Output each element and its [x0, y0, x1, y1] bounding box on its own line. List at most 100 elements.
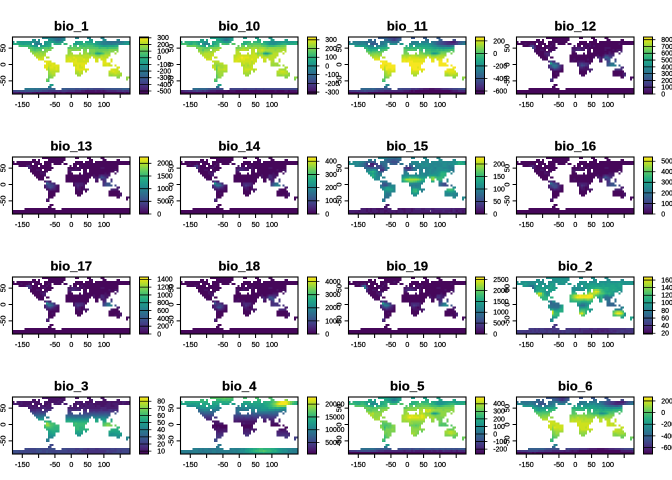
svg-text:-150: -150 [351, 460, 366, 469]
svg-text:100: 100 [661, 300, 672, 307]
svg-text:-50: -50 [0, 436, 7, 447]
svg-text:0: 0 [334, 62, 343, 66]
svg-text:0: 0 [405, 340, 409, 349]
svg-text:-150: -150 [15, 220, 30, 229]
svg-text:60: 60 [157, 413, 165, 420]
svg-text:160: 160 [661, 277, 672, 284]
svg-text:50: 50 [83, 460, 91, 469]
svg-text:-50: -50 [218, 460, 229, 469]
svg-text:-150: -150 [519, 220, 534, 229]
svg-text:0: 0 [573, 220, 577, 229]
svg-text:1500: 1500 [493, 299, 508, 306]
svg-text:100: 100 [434, 460, 446, 469]
svg-text:5000: 5000 [661, 57, 672, 64]
svg-text:800: 800 [157, 300, 169, 307]
svg-text:-50: -50 [502, 316, 511, 327]
svg-text:0: 0 [69, 220, 73, 229]
svg-text:120: 120 [661, 293, 672, 300]
svg-text:50: 50 [502, 404, 511, 412]
svg-text:140: 140 [661, 285, 672, 292]
svg-text:1400: 1400 [157, 277, 172, 284]
svg-text:2500: 2500 [493, 277, 508, 284]
svg-text:100: 100 [266, 100, 278, 109]
svg-text:-400: -400 [493, 76, 507, 83]
svg-text:10000: 10000 [325, 427, 344, 434]
svg-text:50: 50 [587, 340, 595, 349]
svg-text:50: 50 [83, 220, 91, 229]
svg-text:300: 300 [325, 37, 337, 44]
svg-text:200: 200 [325, 46, 337, 53]
svg-text:50: 50 [166, 164, 175, 172]
svg-text:0: 0 [573, 100, 577, 109]
svg-text:600: 600 [157, 308, 169, 315]
svg-text:-50: -50 [50, 220, 61, 229]
svg-text:50: 50 [334, 44, 343, 52]
svg-text:100: 100 [434, 100, 446, 109]
svg-text:-150: -150 [519, 100, 534, 109]
svg-text:-150: -150 [351, 340, 366, 349]
svg-text:100: 100 [98, 460, 110, 469]
svg-text:50: 50 [493, 199, 501, 206]
svg-text:300: 300 [325, 172, 337, 179]
svg-text:bio_17: bio_17 [50, 259, 92, 274]
svg-text:100: 100 [325, 55, 337, 62]
svg-text:-50: -50 [386, 460, 397, 469]
svg-text:50: 50 [419, 460, 427, 469]
svg-text:bio_1: bio_1 [54, 19, 88, 34]
svg-text:bio_5: bio_5 [390, 379, 424, 394]
svg-text:50: 50 [251, 460, 259, 469]
svg-text:5000: 5000 [661, 159, 672, 166]
svg-text:50: 50 [251, 100, 259, 109]
svg-text:bio_15: bio_15 [386, 139, 428, 154]
svg-text:7000: 7000 [661, 44, 672, 51]
svg-text:15000: 15000 [325, 414, 344, 421]
svg-text:500: 500 [157, 199, 169, 206]
svg-text:0: 0 [0, 422, 7, 426]
svg-text:-50: -50 [386, 340, 397, 349]
svg-text:80: 80 [661, 308, 669, 315]
svg-text:-150: -150 [15, 100, 30, 109]
svg-text:200: 200 [157, 42, 169, 49]
svg-text:0: 0 [334, 302, 343, 306]
svg-text:-150: -150 [351, 220, 366, 229]
svg-text:bio_6: bio_6 [558, 379, 592, 394]
svg-text:0: 0 [157, 55, 161, 62]
svg-text:50: 50 [166, 404, 175, 412]
svg-text:-150: -150 [351, 100, 366, 109]
svg-text:200: 200 [661, 398, 672, 405]
svg-text:-150: -150 [15, 340, 30, 349]
svg-text:0: 0 [166, 62, 175, 66]
svg-text:-150: -150 [183, 100, 198, 109]
svg-text:50: 50 [0, 44, 7, 52]
svg-text:-50: -50 [386, 220, 397, 229]
svg-text:100: 100 [266, 460, 278, 469]
svg-text:50: 50 [419, 340, 427, 349]
svg-text:3000: 3000 [661, 71, 672, 78]
svg-text:50: 50 [587, 220, 595, 229]
svg-text:0: 0 [0, 302, 7, 306]
svg-text:100: 100 [602, 220, 614, 229]
svg-text:-400: -400 [661, 433, 672, 440]
svg-text:0: 0 [157, 211, 161, 218]
svg-text:50: 50 [157, 420, 165, 427]
svg-text:50: 50 [0, 164, 7, 172]
svg-text:0: 0 [166, 422, 175, 426]
svg-text:0: 0 [325, 63, 329, 70]
svg-text:0: 0 [405, 460, 409, 469]
svg-text:-50: -50 [50, 460, 61, 469]
svg-text:2000: 2000 [157, 161, 172, 168]
svg-text:0: 0 [502, 422, 511, 426]
svg-text:bio_11: bio_11 [387, 19, 428, 34]
svg-text:2000: 2000 [661, 190, 672, 197]
svg-text:-400: -400 [157, 82, 171, 89]
svg-text:1000: 1000 [157, 186, 172, 193]
svg-text:1000: 1000 [157, 292, 172, 299]
svg-text:0: 0 [237, 100, 241, 109]
svg-text:100: 100 [98, 220, 110, 229]
svg-text:-50: -50 [502, 196, 511, 207]
svg-text:-100: -100 [157, 62, 171, 69]
svg-text:0: 0 [334, 422, 343, 426]
svg-text:30: 30 [157, 434, 165, 441]
svg-text:200: 200 [157, 324, 169, 331]
svg-text:100: 100 [493, 186, 505, 193]
